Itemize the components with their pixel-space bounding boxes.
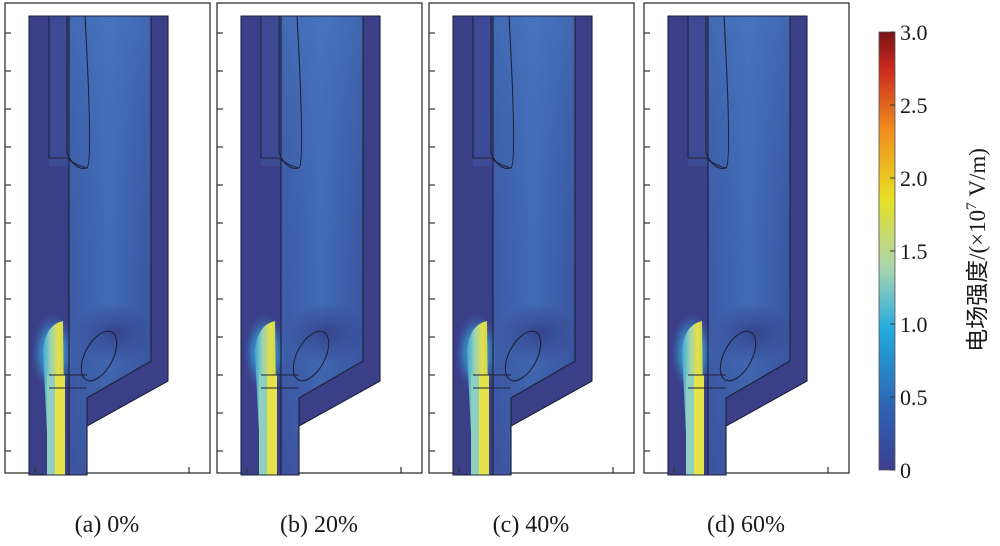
panel-a xyxy=(4,2,211,476)
colorbar-tick-label: 2.5 xyxy=(900,93,928,118)
panel-d-simulation xyxy=(643,2,850,476)
panel-b-caption: (b) 20% xyxy=(280,512,358,538)
panel-b-simulation xyxy=(216,2,423,476)
colorbar-tick-label: 0.5 xyxy=(900,385,928,410)
panel-d xyxy=(643,2,850,476)
colorbar-ticks: 3.0 2.5 2.0 1.5 1.0 0.5 0 xyxy=(890,20,928,483)
colorbar-tick-label: 2.0 xyxy=(900,166,928,191)
colorbar-title-unit: V/m) xyxy=(965,148,990,202)
colorbar: 3.0 2.5 2.0 1.5 1.0 0.5 0 电场强度/(×107 V/m) xyxy=(878,20,990,483)
colorbar-tick-label: 0 xyxy=(900,458,911,483)
panel-a-caption: (a) 0% xyxy=(75,512,140,538)
colorbar-tick-label: 1.0 xyxy=(900,312,928,337)
panel-b xyxy=(216,2,423,476)
panel-c-simulation xyxy=(428,2,635,476)
panel-a-simulation xyxy=(4,2,211,476)
colorbar-title-exponent: 7 xyxy=(964,202,980,210)
colorbar-title: 电场强度/(×107 V/m) xyxy=(964,148,990,352)
panel-c-caption: (c) 40% xyxy=(493,512,570,538)
panel-d-caption: (d) 60% xyxy=(707,512,785,538)
colorbar-tick-label: 3.0 xyxy=(900,20,928,45)
colorbar-tick-label: 1.5 xyxy=(900,239,928,264)
panel-c xyxy=(428,2,635,476)
colorbar-title-main: 电场强度/(×10 xyxy=(965,210,990,352)
